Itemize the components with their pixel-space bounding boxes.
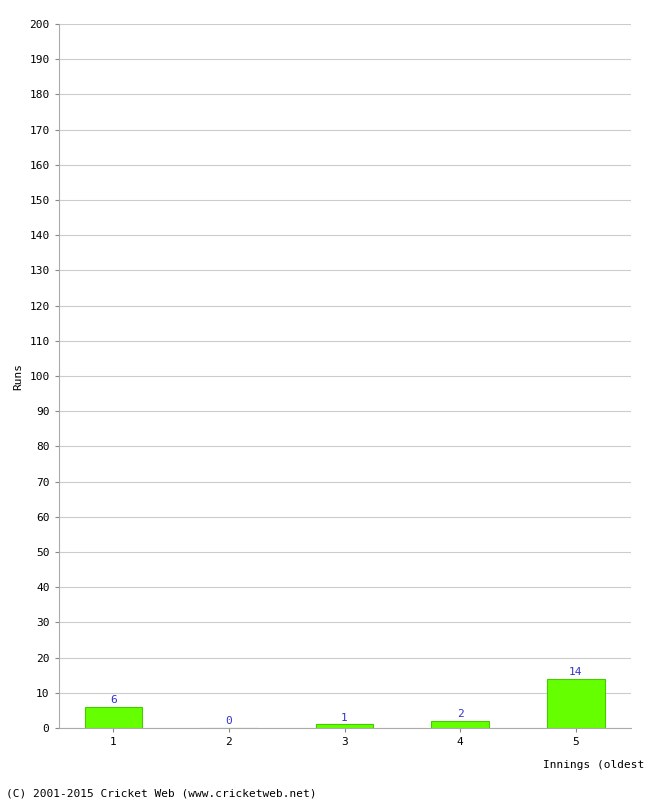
Text: 0: 0 <box>226 716 232 726</box>
Bar <box>316 725 373 728</box>
X-axis label: Innings (oldest to newest): Innings (oldest to newest) <box>543 760 650 770</box>
Bar <box>84 707 142 728</box>
Bar <box>547 678 604 728</box>
Text: 2: 2 <box>457 709 463 719</box>
Text: 6: 6 <box>110 695 117 705</box>
Y-axis label: Runs: Runs <box>14 362 23 390</box>
Text: 14: 14 <box>569 667 582 677</box>
Bar <box>431 721 489 728</box>
Text: 1: 1 <box>341 713 348 722</box>
Text: (C) 2001-2015 Cricket Web (www.cricketweb.net): (C) 2001-2015 Cricket Web (www.cricketwe… <box>6 788 317 798</box>
